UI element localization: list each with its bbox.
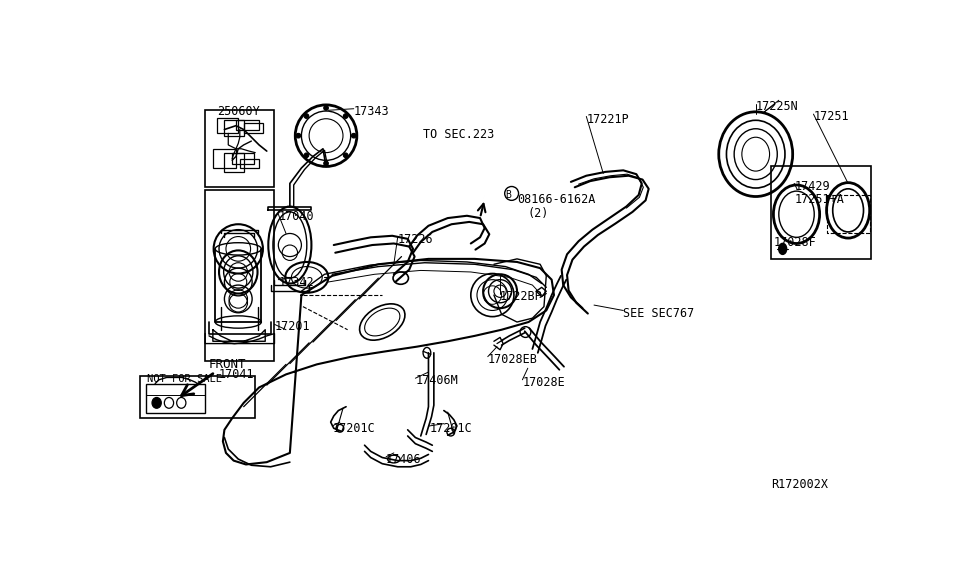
Ellipse shape [351,134,356,138]
Text: 17406: 17406 [386,453,422,466]
Text: 17201: 17201 [275,320,310,333]
Ellipse shape [304,153,309,157]
Text: (2): (2) [527,207,548,220]
Text: 17201C: 17201C [332,422,375,435]
Ellipse shape [296,134,300,138]
Bar [205,190,275,361]
Ellipse shape [152,397,161,408]
Text: 25060Y: 25060Y [216,105,259,118]
Bar [236,121,259,130]
Text: 17221P: 17221P [586,113,629,126]
Text: 17251+A: 17251+A [795,192,844,205]
Bar [146,384,205,413]
Bar [232,153,254,164]
Bar [244,123,263,132]
Bar [224,153,244,172]
Text: 17028F: 17028F [773,236,816,249]
Text: 17028EB: 17028EB [488,353,537,366]
Text: R172002X: R172002X [771,478,828,491]
Text: 17201C: 17201C [429,422,472,435]
Text: 1722BP: 1722BP [500,290,543,303]
Text: 17251: 17251 [813,110,849,123]
Ellipse shape [304,114,309,118]
Text: B: B [505,190,511,200]
Bar [139,376,255,418]
Ellipse shape [779,243,787,254]
Bar [205,110,275,187]
Text: 17225N: 17225N [756,100,799,113]
Text: 17226: 17226 [398,233,433,246]
Text: 17342: 17342 [278,276,314,289]
Text: 17041: 17041 [219,368,254,381]
Text: 17406M: 17406M [415,374,458,387]
Bar [240,159,259,168]
Bar [216,118,238,134]
Text: 17040: 17040 [278,211,314,224]
Ellipse shape [343,114,348,118]
Ellipse shape [324,161,329,166]
Text: NOT FOR SALE: NOT FOR SALE [147,374,222,384]
Text: SEE SEC767: SEE SEC767 [623,307,694,320]
Ellipse shape [324,106,329,110]
Bar [213,149,236,168]
Text: TO SEC.223: TO SEC.223 [423,128,494,141]
Text: FRONT: FRONT [209,358,247,371]
Bar [771,166,872,259]
Ellipse shape [343,153,348,157]
Text: 08166-6162A: 08166-6162A [517,194,596,207]
Text: 17429: 17429 [795,179,830,192]
Text: 17028E: 17028E [523,376,566,389]
Text: 17343: 17343 [354,105,389,118]
Bar [224,121,244,136]
